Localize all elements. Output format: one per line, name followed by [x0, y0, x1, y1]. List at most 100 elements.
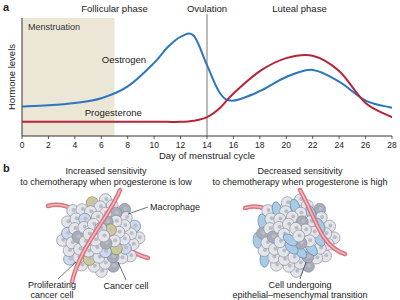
cell-nucleus: [123, 236, 127, 240]
cell-nucleus: [103, 233, 107, 237]
cell-nucleus: [279, 217, 283, 221]
callout-label: epithelial–mesenchymal transition: [232, 290, 367, 300]
leader-line: [128, 207, 148, 214]
leader-line: [300, 262, 306, 279]
x-tick-label: 28: [387, 140, 397, 150]
cell-nucleus: [72, 208, 76, 212]
cell-nucleus: [104, 197, 108, 201]
cell-nucleus: [68, 257, 72, 261]
cancer-cell: [293, 230, 305, 242]
tumour: [245, 190, 345, 277]
x-tick: [74, 136, 75, 139]
cell-nucleus: [282, 248, 286, 252]
x-tick: [127, 136, 128, 139]
cell-nucleus: [118, 230, 122, 234]
cell-nucleus: [132, 242, 136, 246]
series-label: Oestrogen: [102, 54, 146, 65]
figure: aMenstruationFollicular phaseOvulationLu…: [0, 0, 400, 300]
x-tick-label: 4: [72, 140, 77, 150]
cell-nucleus: [307, 254, 311, 258]
cell-nucleus: [115, 219, 119, 223]
cell-nucleus: [123, 223, 127, 227]
cell-nucleus: [99, 204, 103, 208]
panel-label: a: [3, 1, 10, 13]
cell-nucleus: [113, 238, 117, 242]
blood-vessel: [300, 190, 345, 254]
cell-nucleus: [112, 264, 116, 268]
cell-nucleus: [308, 238, 312, 242]
panel-heading: Increased sensitivity: [65, 166, 147, 176]
cell-nucleus: [89, 209, 93, 213]
callout-label: Proliferating: [28, 280, 76, 290]
cell-nucleus: [328, 224, 332, 228]
cell-nucleus: [75, 216, 79, 220]
x-tick: [180, 136, 181, 139]
callout-label: cancer cell: [30, 290, 73, 300]
blood-vessel-highlight: [72, 190, 120, 282]
cancer-cell: [98, 230, 110, 242]
x-tick-label: 24: [334, 140, 344, 150]
phase-label: Follicular phase: [81, 3, 148, 14]
x-tick-label: 2: [46, 140, 51, 150]
cell-nucleus: [325, 231, 329, 235]
cell-nucleus: [298, 233, 302, 237]
cell-nucleus: [324, 253, 328, 257]
x-axis-label: Day of menstrual cycle: [159, 150, 255, 161]
x-tick-label: 14: [202, 140, 212, 150]
cell-nucleus: [299, 211, 303, 215]
panel-heading: to chemotherapy when progesterone is hig…: [212, 177, 387, 187]
x-tick-label: 0: [20, 140, 25, 150]
x-tick-label: 18: [255, 140, 265, 150]
cell-nucleus: [109, 227, 113, 231]
panel-label: b: [3, 162, 10, 174]
plot-area: [22, 33, 392, 121]
cell-nucleus: [138, 235, 142, 239]
cell-nucleus: [315, 255, 319, 259]
region-label: Menstruation: [28, 22, 80, 32]
cell-nucleus: [304, 227, 308, 231]
x-tick: [22, 136, 23, 139]
cell-nucleus: [96, 215, 100, 219]
cell-nucleus: [123, 207, 127, 211]
menstruation-band: [22, 18, 115, 136]
cell-nucleus: [115, 211, 119, 215]
cell-nucleus: [293, 255, 297, 259]
cell-nucleus: [320, 215, 324, 219]
x-tick-label: 8: [125, 140, 130, 150]
series-label: Progesterone: [85, 107, 142, 118]
x-tick-label: 10: [149, 140, 159, 150]
cell-nucleus: [106, 219, 110, 223]
blood-vessel: [72, 190, 120, 282]
blood-vessel-highlight: [300, 190, 345, 254]
y-axis: [22, 18, 23, 136]
x-tick: [233, 136, 234, 139]
cell-nucleus: [318, 207, 322, 211]
cell-nucleus: [129, 253, 133, 257]
cell-nucleus: [83, 225, 87, 229]
x-tick: [365, 136, 366, 139]
x-tick-label: 6: [99, 140, 104, 150]
x-tick: [286, 136, 287, 139]
cell-nucleus: [286, 200, 290, 204]
cell-nucleus: [84, 217, 88, 221]
cell-nucleus: [74, 226, 78, 230]
leader-line: [118, 262, 126, 280]
cell-nucleus: [267, 208, 271, 212]
hormone-curve: [22, 33, 392, 107]
x-tick: [339, 136, 340, 139]
cell-nucleus: [291, 215, 295, 219]
x-tick: [101, 136, 102, 139]
tumour: [48, 190, 148, 282]
cell-nucleus: [91, 200, 95, 204]
cell-nucleus: [120, 255, 124, 259]
panel-heading: Decreased sensitivity: [257, 166, 343, 176]
cell-nucleus: [284, 209, 288, 213]
callout-label: Cell undergoing: [268, 280, 331, 290]
cell-nucleus: [133, 224, 137, 228]
x-tick: [48, 136, 49, 139]
cell-nucleus: [130, 231, 134, 235]
cell-nucleus: [307, 264, 311, 268]
phase-label: Luteal phase: [272, 3, 326, 14]
cell-nucleus: [94, 237, 98, 241]
leader-line: [58, 262, 76, 279]
